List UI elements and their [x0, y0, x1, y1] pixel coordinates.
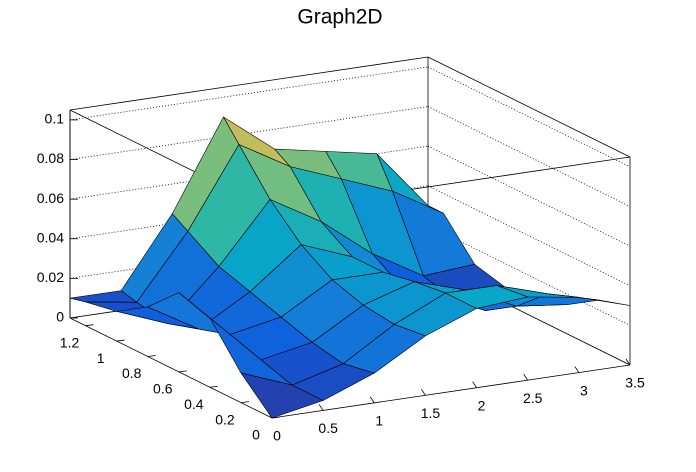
x-tick — [369, 396, 375, 404]
x-tick-label: 3 — [580, 382, 588, 398]
y-tick-label: 0.2 — [215, 411, 235, 427]
x-tick-label: 2 — [478, 397, 486, 413]
x-tick-label: 1 — [375, 413, 383, 429]
y-tick — [178, 370, 187, 373]
z-tick-label: 0.08 — [37, 150, 64, 166]
x-tick — [625, 358, 631, 366]
y-tick-label: 1 — [97, 350, 105, 366]
box-edge — [69, 56, 429, 111]
x-tick — [421, 389, 426, 396]
y-tick — [116, 339, 125, 342]
y-tick-label: 0 — [252, 427, 260, 443]
x-tick — [523, 373, 529, 381]
z-tick-label: 0.02 — [37, 269, 64, 285]
y-tick-label: 0.6 — [153, 381, 173, 397]
x-tick-label: 0 — [273, 428, 281, 444]
z-tick-label: 0.06 — [37, 190, 64, 206]
grid-line — [69, 66, 429, 121]
x-tick — [472, 381, 477, 388]
surface-cell — [240, 372, 324, 419]
x-tick — [574, 366, 580, 373]
x-tick-label: 2.5 — [523, 390, 543, 406]
box-edge — [427, 56, 631, 158]
y-tick — [85, 324, 94, 327]
x-tick — [318, 404, 324, 411]
z-tick-label: 0 — [56, 309, 64, 325]
y-axis — [69, 317, 273, 419]
y-tick — [147, 355, 156, 357]
x-tick-label: 0.5 — [318, 420, 338, 436]
y-tick-label: 0.4 — [184, 396, 204, 412]
chart-title: Graph2D — [297, 6, 382, 29]
y-tick — [240, 401, 249, 404]
x-tick-label: 1.5 — [421, 405, 441, 421]
y-tick-label: 0.8 — [122, 365, 142, 381]
x-tick-label: 3.5 — [625, 375, 645, 391]
x-axis — [271, 364, 631, 419]
y-tick — [209, 385, 218, 388]
y-tick-label: 1.2 — [60, 334, 80, 350]
z-tick-label: 0.1 — [45, 111, 65, 127]
z-tick-label: 0.04 — [37, 229, 64, 245]
